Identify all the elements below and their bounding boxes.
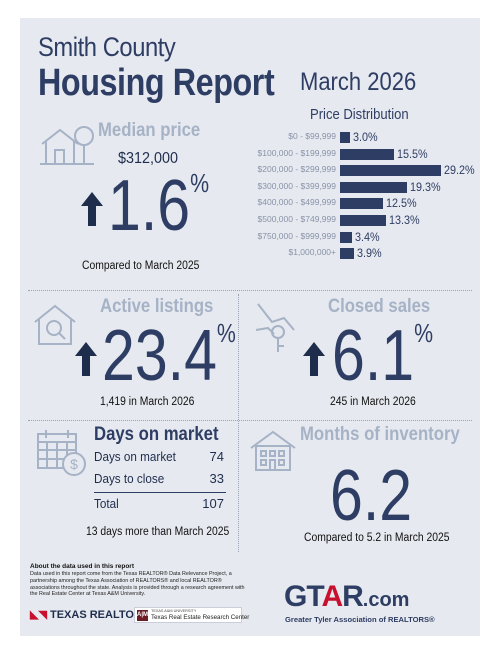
bar xyxy=(340,132,351,143)
report-title: Housing Report xyxy=(38,62,275,104)
dom-total-label: Total xyxy=(94,496,119,511)
dom-row-days-on-market: Days on market 74 xyxy=(94,449,224,465)
about-text: Data used in this report come from the T… xyxy=(30,571,245,598)
divider-top xyxy=(28,290,472,291)
months-inventory-caption: Compared to 5.2 in March 2025 xyxy=(304,532,450,544)
dom-row-label: Days on market xyxy=(94,449,176,464)
divider-middle xyxy=(28,420,472,421)
dom-row-value: 33 xyxy=(209,471,224,486)
dom-total-value: 107 xyxy=(202,496,224,511)
about-title: About the data used in this report xyxy=(30,563,135,570)
dom-row-total: Total 107 xyxy=(94,496,224,512)
bar-category-label: $100,000 - $199,999 xyxy=(257,147,336,158)
tamu-center: Texas Real Estate Research Center xyxy=(151,614,250,621)
building-icon xyxy=(250,430,296,471)
bar-value-label: 12.5% xyxy=(386,196,417,211)
price-distribution-chart: $0 - $99,999 3.0% $100,000 - $199,999 15.5%… xyxy=(240,130,480,270)
svg-text:$: $ xyxy=(70,456,78,472)
bar xyxy=(340,181,407,193)
bar-row: $300,000 - $399,999 19.3% xyxy=(240,180,480,194)
calendar-dollar-icon: $ xyxy=(37,430,86,476)
county-title: Smith County xyxy=(38,32,176,62)
bar-category-label: $400,000 - $499,999 xyxy=(257,197,336,208)
closed-sales-unit: % xyxy=(414,318,434,348)
bar-category-label: $300,000 - $399,999 xyxy=(257,180,336,191)
bar-category-label: $1,000,000+ xyxy=(288,247,336,258)
house-tree-icon xyxy=(40,126,94,165)
dom-row-label: Days to close xyxy=(94,471,165,486)
report-page: Smith County Housing Report March 2026 M… xyxy=(20,18,480,636)
dom-row-value: 74 xyxy=(209,449,224,464)
bar-value-label: 3.9% xyxy=(356,246,382,261)
active-listings-label: Active listings xyxy=(100,296,214,317)
bar-category-label: $200,000 - $299,999 xyxy=(257,164,336,175)
bar-row: $400,000 - $499,999 12.5% xyxy=(240,196,480,210)
bar-value-label: 3.4% xyxy=(354,229,380,244)
active-listings-change: 23.4% xyxy=(102,316,236,396)
texas-realtors-mark-icon: ◣◥ xyxy=(30,609,47,621)
closed-sales-caption: 245 in March 2026 xyxy=(330,396,416,408)
active-listings-caption: 1,419 in March 2026 xyxy=(100,396,195,408)
gtar-subtitle: Greater Tyler Association of REALTORS® xyxy=(285,615,435,624)
days-on-market-label: Days on market xyxy=(94,424,219,445)
dom-total-rule xyxy=(94,492,226,493)
closed-sales-label: Closed sales xyxy=(328,296,431,317)
bar-category-label: $0 - $99,999 xyxy=(288,131,336,141)
bar-value-label: 19.3% xyxy=(409,179,441,194)
bar xyxy=(340,198,384,210)
months-inventory-label: Months of inventory xyxy=(300,424,460,445)
bar-row: $500,000 - $749,999 13.3% xyxy=(240,213,480,227)
hand-keys-icon xyxy=(255,303,295,352)
median-price-label: Median price xyxy=(98,120,201,141)
bar xyxy=(340,248,354,260)
bar-value-label: 15.5% xyxy=(396,146,428,161)
gtar-logo-text: GTAR xyxy=(284,580,364,613)
price-distribution-title: Price Distribution xyxy=(310,107,409,123)
bar-category-label: $750,000 - $999,999 xyxy=(257,230,336,241)
bar xyxy=(340,215,387,226)
tamu-university: TEXAS A&M UNIVERSITY xyxy=(151,609,197,613)
report-month: March 2026 xyxy=(300,68,417,96)
bar xyxy=(340,231,352,243)
bar-value-label: 29.2% xyxy=(444,163,475,178)
arrow-up-icon xyxy=(81,192,103,226)
dom-row-days-to-close: Days to close 33 xyxy=(94,471,224,487)
closed-sales-change: 6.1% xyxy=(332,316,434,396)
tamu-mark-icon: A|M xyxy=(137,610,148,621)
bar xyxy=(340,148,394,160)
texas-realtors-text: TEXAS REALTORS xyxy=(49,609,150,621)
bar-row: $0 - $99,999 3.0% xyxy=(240,130,480,144)
bar-row: $200,000 - $299,999 29.2% xyxy=(240,163,480,177)
active-listings-unit: % xyxy=(216,318,236,348)
bar-value-label: 3.0% xyxy=(353,130,379,144)
median-price-caption: Compared to March 2025 xyxy=(82,260,200,272)
arrow-up-icon xyxy=(303,342,325,376)
bar-row: $1,000,000+ 3.9% xyxy=(240,246,480,260)
bar-value-label: 13.3% xyxy=(389,213,420,227)
bar-category-label: $500,000 - $749,999 xyxy=(257,214,336,224)
median-price-value: $312,000 xyxy=(118,150,179,167)
arrow-up-icon xyxy=(75,342,97,376)
gtar-logo: GTAR.com xyxy=(284,580,409,614)
divider-vertical xyxy=(238,294,239,552)
bar-row: $750,000 - $999,999 3.4% xyxy=(240,230,480,244)
tamu-logo: A|M TEXAS A&M UNIVERSITY Texas Real Esta… xyxy=(134,607,249,623)
bar-row: $100,000 - $199,999 15.5% xyxy=(240,147,480,161)
gtar-logo-com: .com xyxy=(362,589,410,611)
house-search-icon xyxy=(34,304,76,345)
days-on-market-caption: 13 days more than March 2025 xyxy=(86,526,230,538)
median-price-change: 1.6% xyxy=(108,166,210,246)
median-price-unit: % xyxy=(190,168,210,198)
months-inventory-value: 6.2 xyxy=(330,456,413,536)
bar xyxy=(340,165,442,177)
texas-realtors-logo: ◣◥ TEXAS REALTORS xyxy=(30,608,149,621)
